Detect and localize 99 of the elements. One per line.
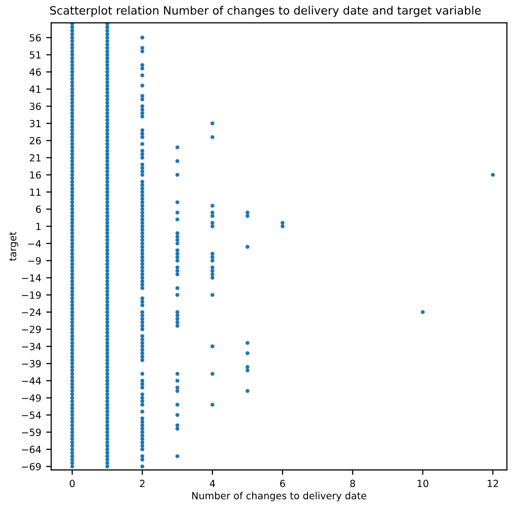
point [175, 217, 180, 222]
y-tick-label: 11 [30, 188, 41, 196]
point [210, 224, 214, 228]
point [210, 372, 214, 376]
point [175, 242, 180, 246]
point [210, 272, 214, 276]
point [175, 159, 180, 164]
x-tick-label: 8 [350, 480, 356, 488]
point [175, 454, 180, 458]
y-tick-label: −34 [22, 342, 41, 350]
point [210, 121, 214, 126]
y-tick-label: 46 [30, 68, 41, 76]
point [280, 220, 285, 225]
point [175, 316, 180, 321]
x-tick-label: 10 [418, 480, 428, 488]
point [175, 210, 180, 215]
y-tick-label: −4 [28, 240, 41, 248]
point [210, 204, 214, 208]
point [246, 365, 250, 369]
point [175, 314, 180, 318]
point [210, 292, 214, 297]
y-tick-label: 51 [30, 51, 41, 59]
point [175, 252, 180, 256]
point [490, 172, 495, 177]
point [175, 200, 180, 204]
point [210, 266, 214, 270]
point [175, 386, 180, 390]
y-tick-label: −19 [22, 291, 41, 299]
point [175, 172, 180, 177]
point [175, 292, 180, 297]
point [175, 248, 180, 252]
point [246, 389, 250, 393]
point [420, 310, 425, 314]
y-tick-label: 16 [30, 171, 41, 179]
point [175, 238, 180, 242]
y-tick-label: 6 [36, 206, 41, 213]
y-tick-label: 21 [30, 154, 41, 162]
y-tick-label: 26 [30, 137, 41, 144]
point [246, 244, 250, 249]
point [175, 389, 180, 393]
point [175, 266, 180, 270]
point [175, 145, 180, 150]
point [210, 258, 214, 263]
point [175, 413, 180, 417]
point [175, 320, 180, 324]
point [246, 340, 250, 345]
point [210, 255, 214, 260]
point [175, 255, 180, 260]
x-axis-title: Number of changes to delivery date [192, 492, 366, 502]
point [175, 234, 180, 239]
x-tick-label: 6 [280, 480, 286, 488]
point [175, 268, 180, 273]
point [210, 402, 214, 407]
y-tick-label: −59 [22, 428, 41, 436]
y-tick-label: −29 [22, 326, 41, 334]
point [210, 135, 214, 140]
point [210, 214, 214, 218]
point [175, 426, 180, 431]
x-tick-label: 0 [70, 480, 75, 488]
point [175, 272, 180, 276]
point [246, 368, 250, 372]
y-tick-label: 36 [30, 102, 41, 110]
point [210, 344, 214, 348]
y-tick-label: 56 [30, 34, 41, 42]
point [175, 231, 180, 236]
y-tick-label: −9 [28, 257, 41, 264]
x-tick-label: 4 [210, 480, 215, 488]
point [246, 214, 250, 218]
y-tick-label: 31 [30, 120, 41, 128]
y-tick-label: −44 [22, 377, 41, 384]
point [175, 324, 180, 328]
y-tick-label: 1 [36, 222, 41, 230]
chart-title: Scatterplot relation Number of changes to delivery date and target variable [50, 6, 481, 17]
point [175, 258, 180, 263]
point [175, 423, 180, 428]
y-tick-label: −39 [22, 360, 41, 368]
point [175, 286, 180, 290]
y-tick-label: −24 [22, 308, 41, 316]
point [280, 224, 285, 228]
y-axis-title: target [9, 232, 18, 261]
point [210, 210, 214, 215]
point [175, 310, 180, 314]
y-tick-label: −14 [22, 274, 41, 282]
point [246, 351, 250, 356]
y-tick-label: 41 [30, 86, 41, 93]
point [175, 402, 180, 407]
x-tick-label: 2 [140, 480, 144, 488]
y-tick-label: −69 [22, 462, 41, 470]
point [210, 220, 214, 225]
point [175, 372, 180, 376]
y-tick-label: −64 [22, 446, 41, 454]
point [210, 252, 214, 256]
point [246, 210, 250, 215]
point [210, 276, 214, 280]
y-tick-label: −54 [22, 412, 41, 419]
point [210, 268, 214, 273]
y-tick-label: −49 [22, 394, 41, 402]
x-tick-label: 12 [488, 480, 498, 488]
point [175, 378, 180, 383]
